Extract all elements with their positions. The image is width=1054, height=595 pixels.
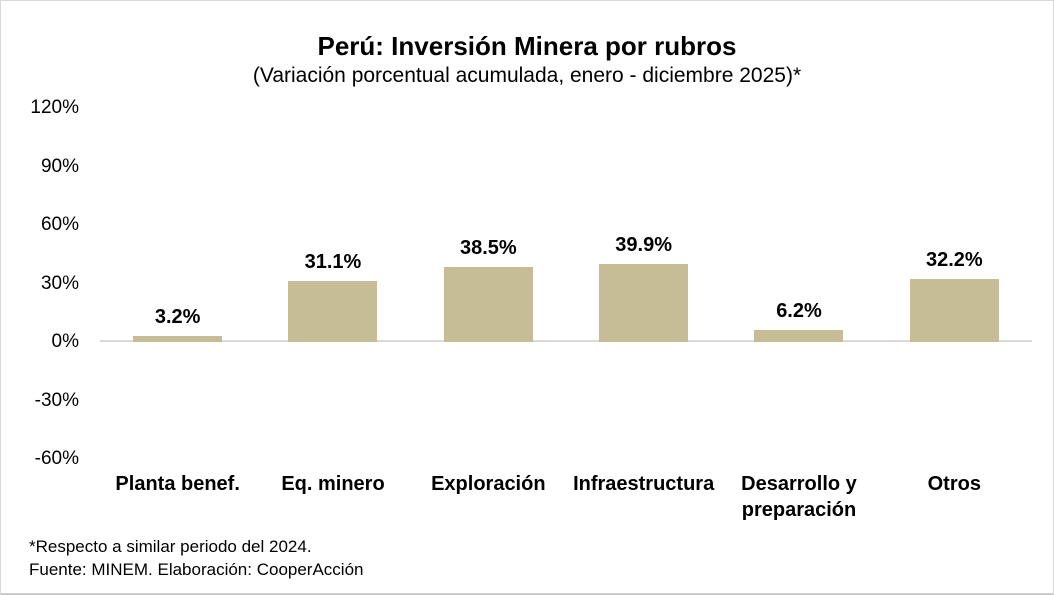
- y-tick-label: 0%: [51, 331, 79, 352]
- chart-footer: *Respecto a similar periodo del 2024. Fu…: [29, 535, 364, 581]
- x-category-label: Desarrollo y preparación: [741, 473, 857, 521]
- y-axis: 120% 90% 60% 30% 0% -30% -60%: [1, 97, 81, 469]
- bar-slot: 31.1%: [255, 108, 410, 459]
- chart-subtitle: (Variación porcentual acumulada, enero -…: [252, 64, 802, 87]
- zero-baseline: [100, 340, 1032, 342]
- bar-value-label: 3.2%: [154, 305, 201, 328]
- bar: [599, 264, 689, 342]
- bar-value-label: 32.2%: [925, 249, 983, 272]
- y-tick-label: 120%: [30, 97, 79, 118]
- y-tick-label: -60%: [34, 448, 79, 469]
- plot-area: 3.2% 31.1% 38.5% 39.9% 6.2% 32.2%: [100, 108, 1032, 459]
- x-category-label: Eq. minero: [281, 473, 385, 495]
- bar-slot: 3.2%: [100, 108, 255, 459]
- bar: [754, 329, 844, 342]
- bar-value-label: 38.5%: [459, 236, 517, 259]
- bar-slot: 39.9%: [566, 108, 721, 459]
- y-tick-label: -30%: [34, 389, 79, 411]
- bar: [443, 266, 533, 342]
- bar-value-label: 31.1%: [304, 251, 362, 274]
- x-category-label: Otros: [927, 473, 981, 495]
- x-category-label: Infraestructura: [573, 473, 715, 495]
- x-category-label: Exploración: [431, 473, 546, 495]
- bar-value-label: 6.2%: [776, 299, 822, 322]
- bar: [909, 279, 999, 342]
- x-axis: Planta benef. Eq. minero Exploración Infrae…: [100, 471, 1032, 523]
- bar-slot: 6.2%: [721, 108, 876, 459]
- source-text: Fuente: MINEM. Elaboración: CooperAcción: [29, 560, 364, 579]
- y-tick-label: 30%: [40, 272, 79, 294]
- bar-value-label: 39.9%: [615, 234, 673, 257]
- bar: [288, 281, 378, 342]
- bar-slot: 38.5%: [411, 108, 566, 459]
- chart-title: Perú: Inversión Minera por rubros: [317, 31, 737, 61]
- bar: [133, 335, 223, 342]
- x-category-label: Planta benef.: [115, 473, 240, 495]
- y-tick-label: 90%: [40, 155, 79, 177]
- footnote-text: *Respecto a similar periodo del 2024.: [29, 537, 312, 556]
- bar-slot: 32.2%: [877, 108, 1032, 459]
- y-tick-label: 60%: [40, 214, 79, 235]
